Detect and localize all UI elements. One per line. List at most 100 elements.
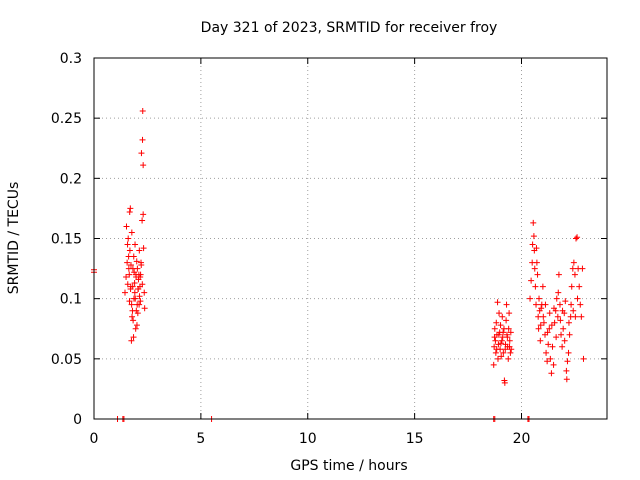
- data-point: [132, 325, 139, 332]
- data-point: [505, 355, 512, 362]
- data-point: [128, 301, 135, 308]
- data-point: [507, 349, 514, 356]
- data-point: [572, 313, 579, 320]
- data-point: [550, 305, 557, 312]
- data-point: [140, 245, 147, 252]
- data-point: [123, 223, 130, 230]
- data-point: [548, 370, 555, 377]
- data-point: [491, 325, 498, 332]
- data-point: [491, 334, 498, 341]
- x-tick-label: 5: [196, 431, 205, 447]
- data-point: [503, 301, 510, 308]
- data-point: [568, 283, 575, 290]
- data-point: [504, 334, 511, 341]
- data-point: [126, 298, 133, 305]
- data-point: [545, 341, 552, 348]
- data-point: [540, 313, 547, 320]
- data-point: [497, 322, 504, 329]
- data-point: [565, 319, 572, 326]
- data-point: [536, 295, 543, 302]
- data-point: [546, 325, 553, 332]
- data-point: [133, 322, 140, 329]
- data-point: [577, 301, 584, 308]
- data-point: [125, 235, 132, 242]
- data-point: [136, 301, 143, 308]
- data-point: [126, 247, 133, 254]
- data-point: [534, 271, 541, 278]
- data-point: [139, 136, 146, 143]
- data-point: [558, 331, 565, 338]
- data-point: [537, 337, 544, 344]
- x-tick-label: 0: [90, 431, 99, 447]
- data-point: [126, 271, 133, 278]
- data-point: [497, 340, 504, 347]
- data-point: [565, 349, 572, 356]
- data-point: [499, 313, 506, 320]
- data-point: [506, 310, 513, 317]
- data-point: [128, 337, 135, 344]
- data-point: [130, 334, 137, 341]
- data-point: [549, 343, 556, 350]
- grid-lines: [94, 58, 607, 419]
- data-point: [563, 367, 570, 374]
- data-point: [125, 253, 132, 260]
- data-point: [568, 301, 575, 308]
- data-point: [495, 331, 502, 338]
- data-point: [136, 247, 143, 254]
- data-point: [562, 298, 569, 305]
- data-point: [553, 295, 560, 302]
- y-tick-label: 0.05: [51, 352, 82, 368]
- y-tick-label: 0.25: [51, 111, 82, 127]
- y-tick-label: 0.2: [60, 171, 82, 187]
- data-point: [578, 313, 585, 320]
- data-point: [548, 322, 555, 329]
- data-point: [559, 307, 566, 314]
- data-point: [127, 205, 134, 212]
- data-point: [557, 317, 564, 324]
- data-point: [531, 265, 538, 272]
- chart-title: Day 321 of 2023, SRMTID for receiver fro…: [201, 20, 498, 36]
- data-point: [546, 310, 553, 317]
- data-point: [141, 305, 148, 312]
- data-point: [139, 281, 146, 288]
- data-point: [566, 331, 573, 338]
- y-axis-label: SRMTID / TECUs: [6, 182, 22, 295]
- data-point: [129, 283, 136, 290]
- data-point: [532, 283, 539, 290]
- data-point: [580, 355, 587, 362]
- data-point: [121, 289, 128, 296]
- data-point: [553, 334, 560, 341]
- data-point: [496, 310, 503, 317]
- data-point: [574, 295, 581, 302]
- data-point: [528, 277, 535, 284]
- data-point: [561, 337, 568, 344]
- data-point: [130, 253, 137, 260]
- data-point: [124, 259, 131, 266]
- data-point: [563, 376, 570, 383]
- data-point: [498, 353, 505, 360]
- data-point: [502, 346, 509, 353]
- data-point: [527, 295, 534, 302]
- x-tick-label: 10: [299, 431, 317, 447]
- data-point: [493, 319, 500, 326]
- data-point: [500, 349, 507, 356]
- data-point: [505, 325, 512, 332]
- y-tick-label: 0.3: [60, 51, 82, 67]
- data-point: [131, 280, 138, 287]
- data-point: [579, 265, 586, 272]
- data-point: [537, 322, 544, 329]
- data-point: [570, 307, 577, 314]
- data-point: [123, 274, 130, 281]
- data-point: [140, 162, 147, 169]
- data-point: [128, 229, 135, 236]
- y-tick-label: 0.15: [51, 232, 82, 248]
- data-point: [130, 317, 137, 324]
- data-point: [544, 329, 551, 336]
- data-point: [137, 298, 144, 305]
- data-point: [135, 286, 142, 293]
- data-point: [493, 346, 500, 353]
- data-point: [542, 301, 549, 308]
- data-point: [533, 245, 540, 252]
- data-point: [495, 341, 502, 348]
